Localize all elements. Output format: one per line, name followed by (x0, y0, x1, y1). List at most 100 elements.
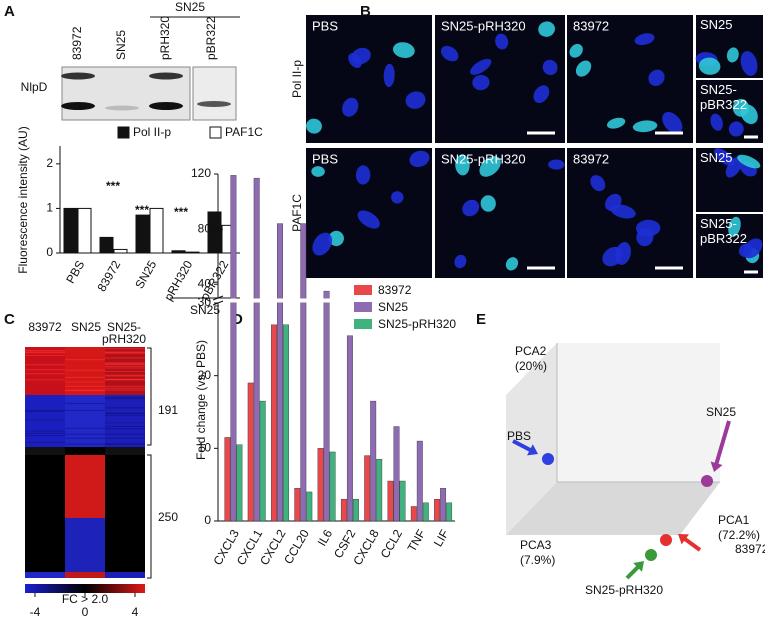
nucleus (575, 60, 592, 77)
nucleus (590, 175, 606, 192)
heatmap-row (25, 435, 65, 437)
nucleus (505, 257, 519, 271)
arrow (512, 439, 534, 454)
heatmap-cell (105, 447, 145, 455)
bar (364, 455, 371, 522)
x-tick-label: TNF (405, 527, 429, 554)
micrograph (435, 148, 565, 278)
heatmap-row (25, 432, 65, 434)
axis-label: PCA3 (7.9%) (520, 538, 555, 567)
bar (247, 382, 254, 522)
nucleus (454, 254, 467, 269)
pca-point (701, 475, 713, 487)
nucleus (472, 74, 490, 91)
bar (434, 499, 441, 522)
nucleus (306, 118, 322, 134)
y-tick-label: 120 (191, 166, 211, 180)
micrograph (306, 15, 432, 143)
bar (393, 426, 400, 522)
heatmap-row (65, 385, 105, 387)
bar (410, 506, 417, 522)
bar (185, 251, 200, 254)
tile-label-line: pBR322 (700, 97, 747, 112)
heatmap-cell (25, 455, 65, 518)
axis-label: PCA1 (72.2%) (718, 513, 760, 542)
bar (422, 502, 429, 522)
bar (376, 459, 383, 522)
bar (294, 488, 301, 522)
heatmap-row (105, 387, 145, 389)
heatmap-cell (25, 447, 65, 455)
heatmap-row (105, 348, 145, 350)
column-label: SN25-pRH320 (102, 320, 146, 346)
pca-floor (506, 482, 720, 535)
tile-label: SN25-pRH320 (441, 18, 526, 33)
bar (171, 250, 186, 254)
heatmap-row (65, 443, 105, 445)
nucleus (405, 91, 426, 109)
colorbar-tick-label: -4 (30, 605, 41, 619)
bar (113, 248, 128, 254)
heatmap-row (65, 437, 105, 439)
nucleus (610, 204, 636, 219)
arrow-head (527, 444, 538, 456)
arrow-head (710, 461, 723, 472)
heatmap-row (25, 364, 65, 366)
bar (416, 440, 423, 522)
blot-band (61, 72, 95, 80)
nucleus (725, 156, 743, 178)
y-axis-label: Fold change (vs. PBS) (194, 340, 208, 460)
heatmap-row (105, 426, 145, 428)
pca-point (660, 534, 672, 546)
arrow (681, 535, 702, 552)
heatmap-cell (105, 572, 145, 578)
cluster-label: 250 (158, 510, 178, 524)
panel-label: D (232, 311, 243, 328)
heatmap-row (25, 441, 65, 443)
heatmap-row (25, 369, 65, 371)
heatmap-row (105, 398, 145, 400)
heatmap-row (105, 437, 145, 439)
panel-label: E (476, 311, 486, 328)
nucleus (662, 111, 683, 134)
heatmap-row (105, 370, 145, 372)
heatmap-row (65, 381, 105, 383)
bar (63, 207, 78, 254)
bar (253, 177, 260, 522)
axis-label-line: (72.2%) (718, 528, 760, 542)
x-tick-label: CCL2 (378, 527, 406, 561)
nucleus (726, 47, 739, 63)
heatmap-row (105, 378, 145, 380)
nucleus (357, 210, 380, 229)
legend-swatch (209, 126, 222, 139)
heatmap-row (65, 402, 105, 404)
bar (230, 175, 237, 522)
nucleus (533, 85, 550, 104)
row-label: PAF1C (290, 194, 304, 232)
heatmap-cell (25, 395, 65, 447)
bar (446, 502, 453, 522)
tile-label: SN25-pRH320 (441, 151, 526, 166)
axis-label-line: PCA2 (515, 344, 547, 358)
legend-label: SN25-pRH320 (378, 317, 456, 331)
nucleus (740, 51, 758, 76)
annotation: *** (135, 203, 149, 217)
break-mark (212, 300, 224, 306)
bar (259, 400, 266, 522)
lane-label: pBR322 (204, 16, 218, 60)
bar (149, 207, 164, 254)
nucleus (462, 199, 480, 217)
axis-label-line: PCA3 (520, 538, 552, 552)
blot-band (105, 105, 139, 111)
tile-label: 83972 (573, 151, 609, 166)
point-label: SN25 (706, 405, 736, 419)
x-tick-label: SN25 (132, 258, 159, 291)
nucleus (636, 228, 654, 247)
heatmap-row (65, 389, 105, 391)
tile-label-line: SN25 (700, 17, 733, 32)
y-tick-label: 1 (46, 201, 53, 215)
tile-label: SN25 (700, 150, 733, 165)
axis-break (212, 298, 455, 303)
nucleus (713, 148, 735, 166)
heatmap-cell (25, 572, 65, 578)
